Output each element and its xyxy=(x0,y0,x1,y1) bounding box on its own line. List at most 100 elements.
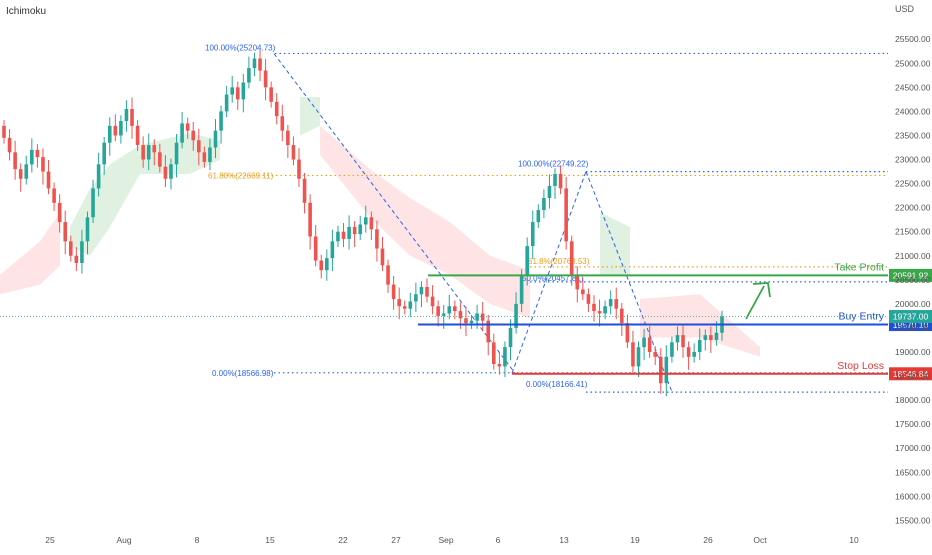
candle-body xyxy=(586,294,591,304)
price-axis-tick: 23000.00 xyxy=(895,155,931,165)
price-axis-tick: 16500.00 xyxy=(895,467,931,477)
time-axis-tick: Aug xyxy=(116,535,131,545)
candle-body xyxy=(13,152,17,170)
price-tag-bg xyxy=(889,367,932,381)
time-axis-tick: 10 xyxy=(849,535,859,545)
price-axis-tick: 16000.00 xyxy=(895,491,931,501)
candle-body xyxy=(419,287,424,295)
time-axis-tick: 13 xyxy=(559,535,569,545)
currency-label: USD xyxy=(895,4,915,14)
candle-body xyxy=(519,275,524,304)
candle-body xyxy=(74,255,79,263)
candle-body xyxy=(575,275,580,290)
candle-body xyxy=(358,224,363,235)
candle-body xyxy=(386,265,390,285)
candle-body xyxy=(247,68,251,83)
candle-body xyxy=(692,351,696,357)
candle-body xyxy=(325,258,329,271)
price-axis[interactable]: 25500.00 25000.00 24500.00 24000.00 23500.00… xyxy=(895,34,931,525)
candle-body xyxy=(213,130,218,148)
candle-body xyxy=(608,299,613,307)
candle-body xyxy=(313,236,318,261)
candle-body xyxy=(408,301,413,309)
candle-body xyxy=(653,351,658,357)
candle-body xyxy=(391,284,396,300)
candle-body xyxy=(130,109,134,126)
candle-body xyxy=(569,241,574,275)
candle-body xyxy=(297,159,301,179)
candle-body xyxy=(675,335,680,343)
candle-body xyxy=(414,294,418,302)
candle-body xyxy=(52,188,56,203)
candlesticks xyxy=(2,49,724,397)
candle-body xyxy=(252,58,257,69)
candle-body xyxy=(636,347,641,367)
candle-body xyxy=(96,164,101,189)
candle-body xyxy=(536,210,541,223)
candle-body xyxy=(686,347,691,357)
candle-body xyxy=(113,125,118,136)
candle-body xyxy=(709,335,713,340)
candle-body xyxy=(280,116,285,131)
fib-trend-line xyxy=(273,53,516,374)
candle-body xyxy=(30,149,34,165)
time-axis[interactable]: 25 Aug 8 15 22 27 Sep 6 13 19 26 Oct 10 xyxy=(45,535,859,545)
candle-body xyxy=(174,142,179,165)
candle-body xyxy=(269,87,273,102)
price-tag: 18546.84 xyxy=(893,369,929,379)
candle-body xyxy=(286,130,290,146)
candle-body xyxy=(63,222,68,242)
candle-body xyxy=(514,303,518,328)
candle-body xyxy=(124,109,129,122)
candle-body xyxy=(135,125,140,146)
trade-level-label: Stop Loss xyxy=(837,360,884,372)
time-axis-tick: 22 xyxy=(338,535,348,545)
price-axis-tick: 22500.00 xyxy=(895,179,931,189)
candle-body xyxy=(197,140,201,153)
candle-body xyxy=(525,246,529,275)
candle-body xyxy=(697,339,702,352)
candle-body xyxy=(363,217,368,225)
time-axis-tick: Oct xyxy=(753,535,767,545)
candle-body xyxy=(235,87,240,100)
candle-body xyxy=(453,306,457,312)
time-axis-tick: Sep xyxy=(438,535,453,545)
candle-body xyxy=(458,311,463,319)
candle-body xyxy=(703,335,708,340)
price-axis-tick: 17500.00 xyxy=(895,419,931,429)
time-axis-tick: 27 xyxy=(391,535,401,545)
time-axis-tick: 25 xyxy=(45,535,55,545)
candle-body xyxy=(508,327,513,348)
projection-arrow-head xyxy=(752,282,771,298)
candle-body xyxy=(436,306,440,316)
price-axis-tick: 19500.00 xyxy=(895,323,931,333)
price-axis-tick: 24000.00 xyxy=(895,106,931,116)
candle-body xyxy=(319,260,324,271)
candle-body xyxy=(258,58,262,71)
candle-body xyxy=(158,152,162,167)
time-axis-tick: 15 xyxy=(265,535,275,545)
candle-body xyxy=(263,70,268,88)
candle-body xyxy=(642,337,646,348)
candle-body xyxy=(352,226,357,235)
price-axis-tick: 25500.00 xyxy=(895,34,931,44)
candle-body xyxy=(369,217,374,230)
candle-body xyxy=(152,145,157,153)
candle-body xyxy=(46,171,51,189)
price-tag-bg xyxy=(889,268,932,282)
candle-body xyxy=(102,142,106,165)
price-axis-tick: 20000.00 xyxy=(895,299,931,309)
candle-body xyxy=(24,164,29,179)
cloud-span-red xyxy=(0,212,60,295)
candle-body xyxy=(163,166,168,179)
candle-body xyxy=(441,313,446,316)
candle-body xyxy=(620,308,624,324)
indicator-label[interactable]: Ichimoku xyxy=(6,6,46,17)
price-axis-tick: 19000.00 xyxy=(895,347,931,357)
candle-body xyxy=(146,145,151,160)
price-axis-tick: 17000.00 xyxy=(895,443,931,453)
fib-level-label: 61.80%(22669.11) xyxy=(208,171,274,180)
candle-body xyxy=(581,289,585,295)
